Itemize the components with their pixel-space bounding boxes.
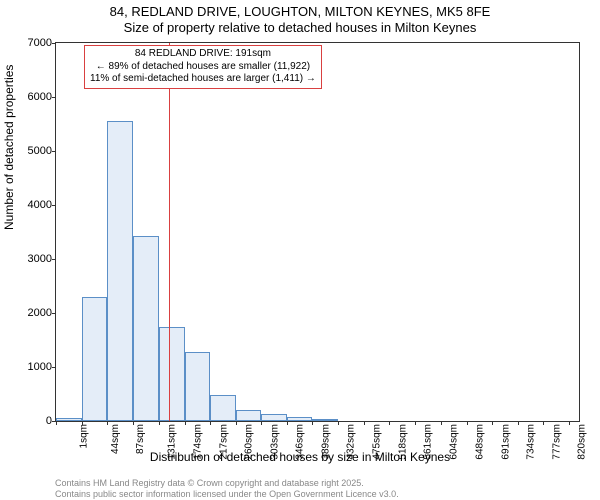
histogram-bar [185,352,211,421]
histogram-bar [56,418,82,421]
x-tick-mark [441,421,442,425]
y-tick-mark [52,43,56,44]
x-tick-mark [133,421,134,425]
x-tick-mark [261,421,262,425]
histogram-bar [287,417,313,421]
annotation-line1: 84 REDLAND DRIVE: 191sqm [90,48,316,61]
y-tick-mark [52,205,56,206]
title-block: 84, REDLAND DRIVE, LOUGHTON, MILTON KEYN… [0,0,600,35]
histogram-bar [133,236,159,421]
footer-line1: Contains HM Land Registry data © Crown c… [55,478,399,488]
reference-line [169,43,170,421]
x-tick-mark [415,421,416,425]
x-tick-mark [236,421,237,425]
x-tick-mark [467,421,468,425]
x-tick-mark [107,421,108,425]
x-axis-label: Distribution of detached houses by size … [0,450,600,464]
footer-line2: Contains public sector information licen… [55,489,399,499]
annotation-line3: 11% of semi-detached houses are larger (… [90,73,316,86]
x-tick-label: 1sqm [78,424,89,448]
x-tick-mark [364,421,365,425]
x-tick-mark [389,421,390,425]
title-line2: Size of property relative to detached ho… [0,20,600,36]
x-tick-mark [312,421,313,425]
histogram-bar [261,414,287,421]
x-tick-mark [518,421,519,425]
histogram-bar [107,121,133,421]
x-tick-mark [569,421,570,425]
title-line1: 84, REDLAND DRIVE, LOUGHTON, MILTON KEYN… [0,4,600,20]
y-tick-mark [52,97,56,98]
y-tick-mark [52,367,56,368]
x-tick-mark [210,421,211,425]
x-tick-mark [492,421,493,425]
y-tick-mark [52,259,56,260]
plot-area: 010002000300040005000600070001sqm44sqm87… [55,42,580,422]
x-tick-mark [287,421,288,425]
x-tick-mark [338,421,339,425]
x-tick-mark [82,421,83,425]
x-tick-mark [543,421,544,425]
y-axis-label: Number of detached properties [2,65,16,230]
histogram-bar [236,410,262,421]
histogram-bar [210,395,236,421]
histogram-bar [312,419,338,421]
x-tick-mark [185,421,186,425]
x-tick-mark [159,421,160,425]
y-tick-mark [52,313,56,314]
annotation-box: 84 REDLAND DRIVE: 191sqm ← 89% of detach… [84,45,322,89]
histogram-bar [159,327,185,422]
annotation-line2: ← 89% of detached houses are smaller (11… [90,61,316,74]
chart-container: 84, REDLAND DRIVE, LOUGHTON, MILTON KEYN… [0,0,600,500]
y-tick-mark [52,151,56,152]
footer: Contains HM Land Registry data © Crown c… [55,478,399,499]
x-tick-mark [56,421,57,425]
histogram-bar [82,297,108,421]
